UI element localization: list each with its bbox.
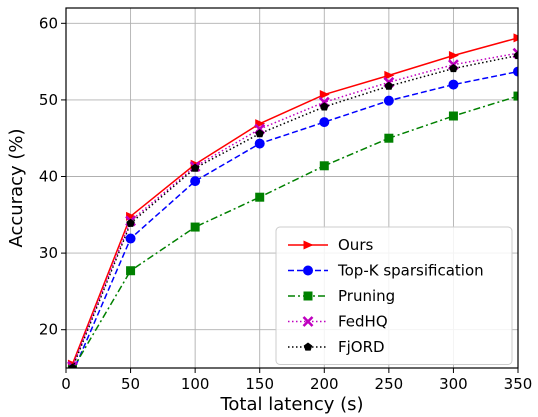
data-point (448, 79, 459, 90)
legend-marker (303, 342, 313, 351)
series-line (71, 54, 518, 368)
x-axis-label: Total latency (s) (219, 394, 363, 415)
data-point (254, 138, 265, 149)
y-tick-label: 30 (39, 244, 58, 262)
series-line (73, 70, 518, 368)
series-top-k-sparsification (73, 66, 518, 368)
x-tick-label: 50 (121, 375, 140, 393)
data-point (383, 95, 394, 106)
data-point (125, 233, 136, 244)
y-axis-label: Accuracy (%) (6, 128, 27, 247)
data-point (449, 64, 458, 73)
series-line (71, 52, 518, 367)
data-point (190, 222, 200, 232)
x-tick-label: 100 (181, 375, 210, 393)
legend-marker (303, 291, 313, 301)
data-point (384, 81, 394, 90)
legend-box (275, 226, 513, 365)
y-tick-label: 20 (39, 321, 58, 339)
x-tick-label: 0 (61, 375, 71, 393)
data-point (319, 161, 329, 171)
data-point (513, 33, 518, 43)
x-tick-label: 200 (310, 375, 339, 393)
y-tick-label: 60 (39, 14, 58, 32)
x-tick-label: 300 (439, 375, 468, 393)
series-line (71, 37, 518, 365)
legend-label: Top-K sparsification (337, 262, 484, 280)
series-layer (67, 33, 518, 368)
data-point (384, 70, 395, 80)
data-point (513, 91, 518, 101)
y-tick-label: 50 (39, 91, 58, 109)
legend-label: Pruning (338, 287, 395, 305)
data-point (68, 363, 77, 368)
x-tick-label: 250 (375, 375, 404, 393)
x-tick-label: 150 (245, 375, 274, 393)
data-point (513, 66, 518, 77)
data-point (320, 102, 329, 111)
data-point (384, 133, 394, 143)
data-point (190, 163, 200, 172)
legend-marker (303, 265, 313, 276)
series-fjord (68, 50, 518, 368)
data-point (319, 90, 330, 100)
data-point (126, 266, 136, 276)
data-point (190, 176, 201, 187)
data-point (255, 192, 265, 202)
legend-label: FedHQ (338, 313, 388, 331)
legend-marker (303, 240, 314, 250)
y-tick-label: 40 (39, 168, 58, 186)
data-point (126, 218, 135, 227)
axis-ticks: 0 50 100 150 200 250 300 350 20 30 40 50 60 (39, 14, 532, 393)
data-point (255, 129, 264, 138)
legend-marker (302, 316, 314, 327)
x-tick-label: 350 (504, 375, 533, 393)
data-point (319, 117, 330, 128)
plot-frame (65, 7, 519, 369)
legend: Ours Top-K sparsification Pruning FedHQ FjOR… (275, 226, 513, 365)
legend-label: FjORD (338, 338, 385, 356)
legend-label: Ours (338, 236, 373, 254)
data-point (448, 50, 459, 60)
data-point (513, 50, 518, 60)
data-point (448, 111, 458, 121)
